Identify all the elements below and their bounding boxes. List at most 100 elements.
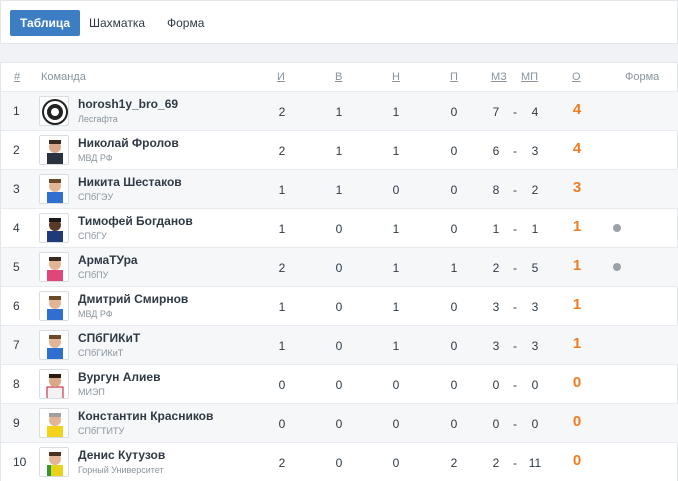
table-row[interactable]: 10 Денис Кутузов Горный Университет 2 0 0 2 2-1…: [1, 442, 678, 481]
team-avatar-icon[interactable]: [39, 96, 69, 126]
won-value: 1: [335, 105, 343, 119]
draw-value: 0: [392, 417, 400, 431]
goals-against-value: 1: [531, 222, 539, 236]
goals-separator: -: [513, 144, 517, 158]
row-rank: 8: [13, 377, 20, 391]
goals-against-value: 0: [531, 417, 539, 431]
table-row[interactable]: 2 Николай Фролов МВД РФ 2 1 1 0 6-3 4: [1, 130, 678, 169]
header-won[interactable]: В: [335, 71, 343, 83]
lost-value: 0: [450, 378, 458, 392]
played-value: 2: [278, 261, 286, 275]
team-name[interactable]: Вургун Алиев: [78, 370, 161, 384]
tab-table[interactable]: Таблица: [10, 10, 81, 36]
draw-value: 1: [392, 222, 400, 236]
team-university: СПбПУ: [78, 270, 109, 280]
team-avatar-icon[interactable]: [39, 408, 69, 438]
points-value: 4: [572, 101, 582, 118]
goals-for-value: 2: [492, 261, 500, 275]
team-university: СПбГИКиТ: [78, 348, 124, 358]
lost-value: 0: [450, 222, 458, 236]
goals-separator: -: [513, 378, 517, 392]
played-value: 1: [278, 300, 286, 314]
points-value: 1: [572, 218, 582, 235]
played-value: 1: [278, 183, 286, 197]
table-row[interactable]: 3 Никита Шестаков СПбГЭУ 1 1 0 0 8-2 3: [1, 169, 678, 208]
table-row[interactable]: 9 Константин Красников СПбГТИТУ 0 0 0 0 0-0 0: [1, 403, 678, 442]
team-name[interactable]: СПбГИКиТ: [78, 331, 141, 345]
team-avatar-icon[interactable]: [39, 369, 69, 399]
tab-form[interactable]: Форма: [167, 16, 205, 30]
team-name[interactable]: Денис Кутузов: [78, 448, 166, 462]
team-university: СПбГЭУ: [78, 192, 114, 202]
table-row[interactable]: 6 Дмитрий Смирнов МВД РФ 1 0 1 0 3-3 1: [1, 286, 678, 325]
standings-table: # Команда И В Н П МЗ МП О Форма 1 horosh1…: [0, 62, 678, 481]
goals-for-value: 2: [492, 456, 500, 470]
table-row[interactable]: 1 horosh1y_bro_69 Лесгафта 2 1 1 0 7-4 4: [1, 91, 678, 130]
header-draw[interactable]: Н: [392, 71, 400, 83]
team-name[interactable]: Никита Шестаков: [78, 175, 182, 189]
header-lost[interactable]: П: [450, 71, 458, 83]
won-value: 0: [335, 417, 343, 431]
goals-against-value: 2: [531, 183, 539, 197]
team-name[interactable]: Константин Красников: [78, 409, 214, 423]
row-rank: 4: [13, 221, 20, 235]
goals-separator: -: [513, 300, 517, 314]
points-value: 1: [572, 296, 582, 313]
team-name[interactable]: АрмаТУра: [78, 253, 138, 267]
goals-for-value: 8: [492, 183, 500, 197]
header-rank[interactable]: #: [14, 71, 21, 83]
team-avatar-icon[interactable]: [39, 291, 69, 321]
goals-separator: -: [513, 417, 517, 431]
goals-for-value: 3: [492, 339, 500, 353]
team-name[interactable]: Дмитрий Смирнов: [78, 292, 189, 306]
played-value: 0: [278, 378, 286, 392]
table-row[interactable]: 5 АрмаТУра СПбПУ 2 0 1 1 2-5 1: [1, 247, 678, 286]
row-rank: 9: [13, 416, 20, 430]
team-university: Лесгафта: [78, 114, 118, 124]
won-value: 1: [335, 144, 343, 158]
points-value: 0: [572, 413, 582, 430]
won-value: 0: [335, 300, 343, 314]
goals-for-value: 0: [492, 378, 500, 392]
team-name[interactable]: horosh1y_bro_69: [78, 97, 179, 111]
table-row[interactable]: 7 СПбГИКиТ СПбГИКиТ 1 0 1 0 3-3 1: [1, 325, 678, 364]
team-avatar-icon[interactable]: [39, 213, 69, 243]
lost-value: 0: [450, 417, 458, 431]
played-value: 1: [278, 222, 286, 236]
row-rank: 10: [13, 455, 27, 469]
team-name[interactable]: Тимофей Богданов: [78, 214, 193, 228]
table-row[interactable]: 4 Тимофей Богданов СПбГУ 1 0 1 0 1-1 1: [1, 208, 678, 247]
lost-value: 1: [450, 261, 458, 275]
goals-against-value: 3: [531, 339, 539, 353]
played-value: 1: [278, 339, 286, 353]
row-rank: 1: [13, 104, 20, 118]
team-university: МВД РФ: [78, 153, 113, 163]
header-points[interactable]: О: [572, 71, 581, 83]
goals-for-value: 3: [492, 300, 500, 314]
draw-value: 0: [392, 183, 400, 197]
points-value: 4: [572, 140, 582, 157]
goals-separator: -: [513, 183, 517, 197]
table-row[interactable]: 8 Вургун Алиев МИЭП 0 0 0 0 0-0 0: [1, 364, 678, 403]
team-name[interactable]: Николай Фролов: [78, 136, 179, 150]
draw-value: 1: [392, 105, 400, 119]
header-goals-for[interactable]: МЗ: [491, 71, 507, 83]
goals-for-value: 1: [492, 222, 500, 236]
team-avatar-icon[interactable]: [39, 174, 69, 204]
header-team[interactable]: Команда: [41, 71, 86, 83]
header-played[interactable]: И: [277, 71, 285, 83]
won-value: 0: [335, 222, 343, 236]
team-university: Горный Университет: [78, 465, 164, 475]
team-avatar-icon[interactable]: [39, 252, 69, 282]
team-avatar-icon[interactable]: [39, 447, 69, 477]
form-dot-icon: [613, 224, 621, 232]
header-goals-against[interactable]: МП: [521, 71, 539, 83]
team-avatar-icon[interactable]: [39, 135, 69, 165]
tab-crosstable[interactable]: Шахматка: [89, 16, 146, 30]
goals-for-value: 0: [492, 417, 500, 431]
header-form: Форма: [625, 71, 660, 83]
goals-against-value: 3: [531, 300, 539, 314]
team-avatar-icon[interactable]: [39, 330, 69, 360]
team-university: СПбГТИТУ: [78, 426, 125, 436]
won-value: 0: [335, 378, 343, 392]
